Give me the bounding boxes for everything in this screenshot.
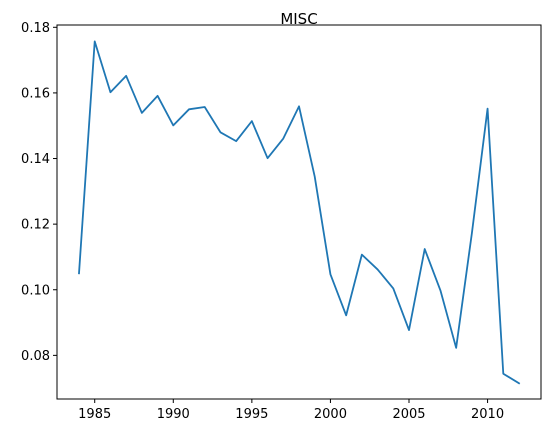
x-tick-label: 2010 xyxy=(471,407,504,422)
x-tick-label: 2000 xyxy=(314,407,347,422)
x-axis: 1985 1990 1995 2000 2005 2010 xyxy=(78,399,504,422)
series-layer xyxy=(78,40,521,385)
x-tick-label: 1985 xyxy=(78,407,111,422)
y-tick-label: 0.10 xyxy=(21,283,50,298)
plot-frame xyxy=(56,24,542,400)
y-tick-label: 0.12 xyxy=(21,218,50,233)
y-tick-label: 0.14 xyxy=(21,152,50,167)
x-tick-label: 1995 xyxy=(235,407,268,422)
y-tick-label: 0.18 xyxy=(21,21,50,36)
x-tick-label: 2005 xyxy=(392,407,425,422)
y-tick-label: 0.08 xyxy=(21,349,50,364)
series-line xyxy=(78,40,521,385)
x-tick-label: 1990 xyxy=(157,407,190,422)
y-tick-label: 0.16 xyxy=(21,86,50,101)
chart-title: MISC xyxy=(280,10,317,28)
y-axis: 0.08 0.10 0.12 0.14 0.16 0.18 xyxy=(21,21,57,364)
